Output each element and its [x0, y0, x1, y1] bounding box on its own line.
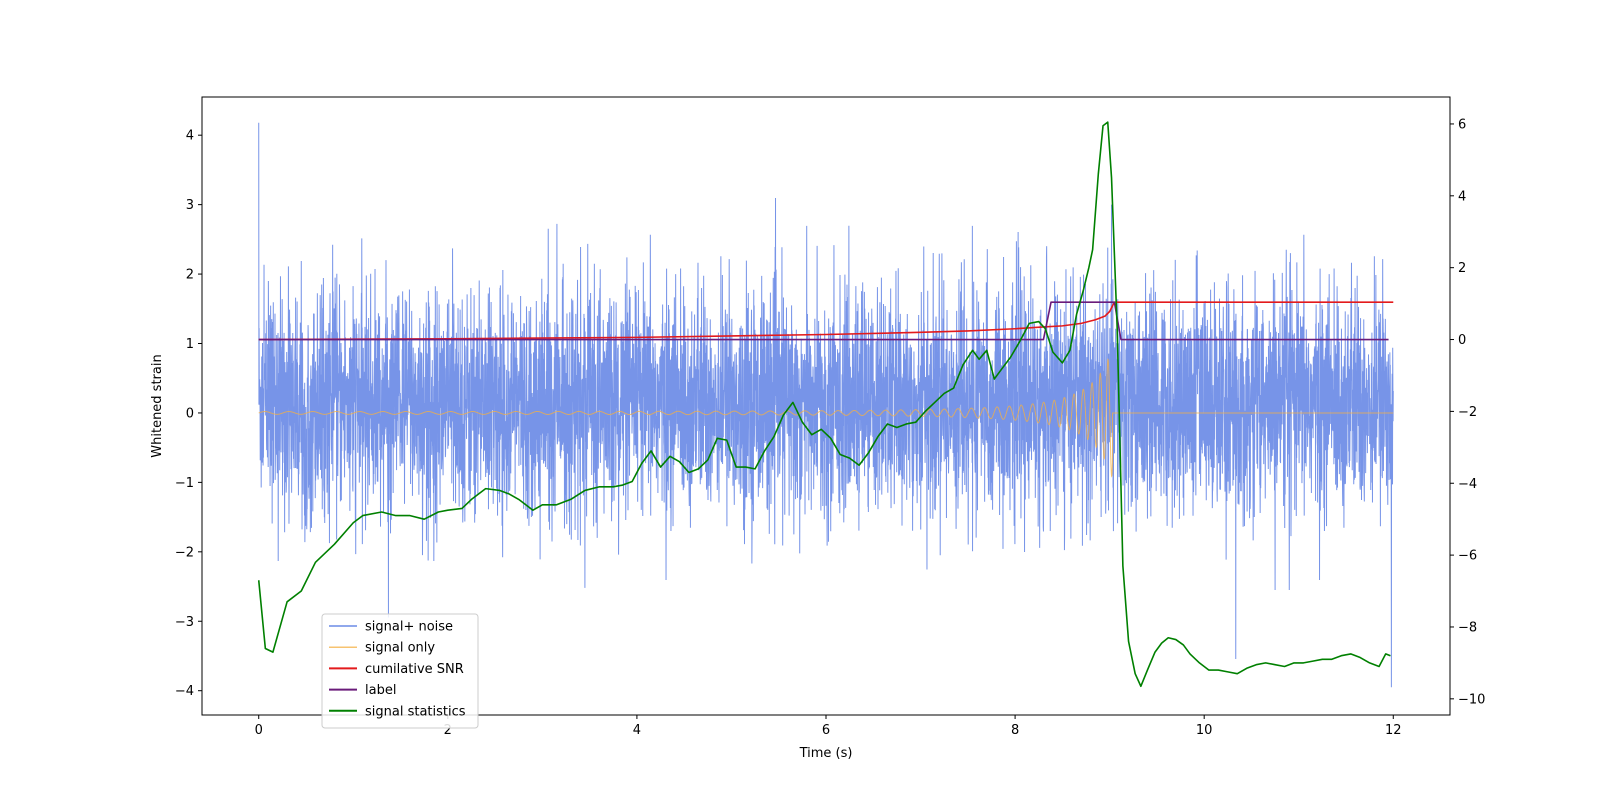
- y-tick-label: −2: [175, 545, 194, 560]
- y-tick-label: 2: [186, 268, 194, 283]
- x-tick-label: 12: [1385, 723, 1402, 738]
- legend-label-signal-only: signal only: [365, 641, 435, 656]
- y2-tick-label: −4: [1458, 477, 1477, 492]
- x-tick-label: 4: [633, 723, 641, 738]
- y-tick-label: −3: [175, 615, 194, 630]
- series-signal-statistics: [257, 121, 1391, 688]
- x-tick-label: 0: [255, 723, 263, 738]
- series-signal-noise: [258, 122, 1394, 688]
- series-signal-only: [258, 358, 1394, 478]
- x-tick-label: 6: [822, 723, 830, 738]
- y-tick-label: −1: [175, 476, 194, 491]
- legend-label-signal-noise: signal+ noise: [365, 620, 453, 635]
- y2-tick-label: 4: [1458, 189, 1466, 204]
- y2-tick-label: 2: [1458, 261, 1466, 276]
- x-axis: 0 2 4 6 8 10 12: [255, 715, 1402, 738]
- y-axis-label: Whitened strain: [150, 354, 165, 457]
- x-tick-label: 8: [1011, 723, 1019, 738]
- y-axis-left: −4 −3 −2 −1 0 1 2 3 4: [175, 129, 202, 699]
- series-label: [258, 301, 1389, 341]
- legend-label-cumilative-snr: cumilative SNR: [365, 662, 464, 677]
- legend-box: [321, 613, 479, 729]
- legend: signal+ noise signal only cumilative SNR la…: [321, 613, 479, 729]
- y2-tick-label: 0: [1458, 333, 1466, 348]
- y2-tick-label: −8: [1458, 620, 1477, 635]
- x-tick-label: 10: [1196, 723, 1213, 738]
- y-axis-right: −10 −8 −6 −4 −2 0 2 4 6: [1450, 117, 1485, 707]
- series-cumilative-snr: [258, 301, 1394, 341]
- y-tick-label: 3: [186, 198, 194, 213]
- y2-tick-label: −6: [1458, 549, 1477, 564]
- x-tick-label: 2: [444, 723, 452, 738]
- y-tick-label: 0: [186, 406, 194, 421]
- y-tick-label: 1: [186, 337, 194, 352]
- y2-tick-label: 6: [1458, 117, 1466, 132]
- legend-label-signal-statistics: signal statistics: [365, 704, 466, 719]
- legend-label-label: label: [365, 683, 396, 698]
- series-layer: [257, 121, 1394, 688]
- y2-tick-label: −2: [1458, 405, 1477, 420]
- y-tick-label: 4: [186, 129, 194, 144]
- x-axis-label: Time (s): [799, 746, 853, 761]
- y2-tick-label: −10: [1458, 692, 1485, 707]
- y-tick-label: −4: [175, 684, 194, 699]
